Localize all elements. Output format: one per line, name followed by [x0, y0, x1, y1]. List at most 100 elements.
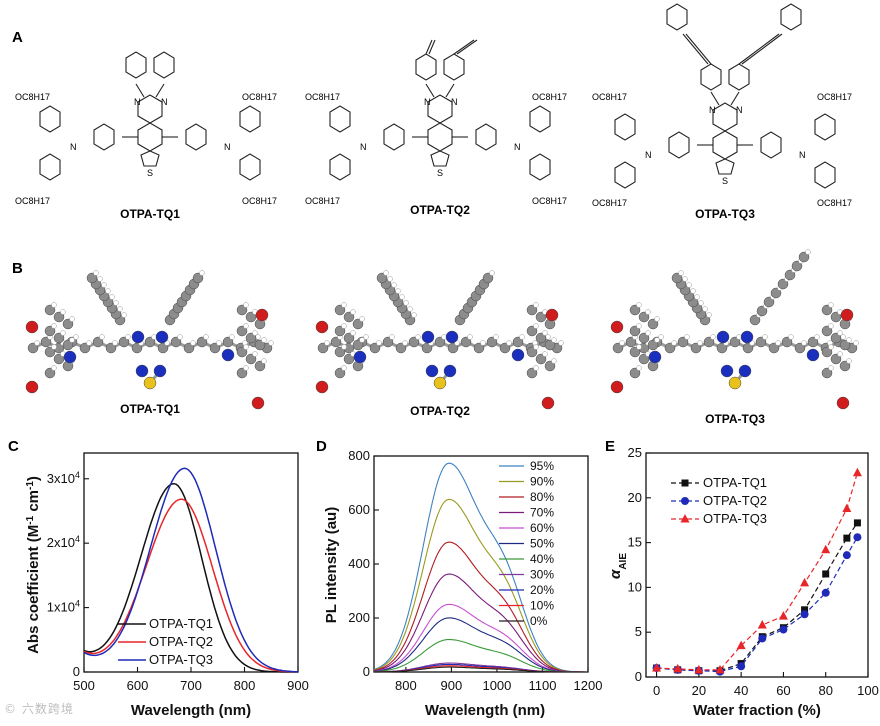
hydrogen-atom [686, 282, 692, 288]
marker-circle [758, 634, 767, 643]
hydrogen-atom [658, 334, 664, 340]
hydrogen-atom [533, 323, 539, 329]
hydrogen-atom [506, 340, 512, 346]
atom-n: N [70, 142, 77, 152]
phenyl-ring [185, 123, 207, 151]
carbon-atom [781, 336, 793, 348]
hydrogen-atom [359, 316, 365, 322]
hydrogen-atom [69, 337, 75, 343]
y-tick-label: 20 [628, 490, 642, 505]
hydrogen-atom [853, 340, 859, 346]
plot-frame [645, 452, 869, 678]
alkoxy-label: OC8H17 [242, 196, 277, 206]
carbon-atom [625, 336, 637, 348]
carbon-atom [798, 251, 810, 263]
panel-a: A N N S N N [12, 3, 852, 221]
structure-otpa-tq3: N N S N N [592, 3, 852, 221]
hydrogen-atom [399, 294, 405, 300]
panel-label-d: D [316, 438, 327, 455]
carbon-atom [369, 342, 381, 354]
x-tick-label: 800 [234, 678, 256, 693]
x-tick-label: 1100 [528, 678, 556, 693]
legend-label: 20% [530, 583, 554, 597]
hydrogen-atom [97, 276, 103, 282]
carbon-atom [44, 367, 56, 379]
carbon-atom [755, 336, 767, 348]
carbon-atom [526, 304, 538, 316]
hydrogen-atom [112, 340, 118, 346]
hydrogen-atom [706, 312, 712, 318]
y-tick-label: 1x104 [47, 599, 80, 615]
hydrogen-atom [51, 302, 57, 308]
hydrogen-atom [109, 294, 115, 300]
hydrogen-atom [60, 309, 66, 315]
alkoxy-label: OC8H17 [592, 92, 627, 102]
hydrogen-atom [801, 340, 807, 346]
carbon-atom [53, 311, 65, 323]
legend-label: OTPA-TQ2 [703, 493, 767, 508]
carbon-atom [183, 342, 195, 354]
hydrogen-atom [411, 312, 417, 318]
carbon-atom [629, 367, 641, 379]
phenyl-ring [93, 123, 115, 151]
marker-triangle [652, 663, 662, 672]
atom-n: N [451, 97, 458, 107]
carbon-atom [499, 342, 511, 354]
marker-triangle [715, 664, 725, 674]
x-tick-label: 0 [653, 683, 660, 698]
hydrogen-atom [99, 334, 105, 340]
atom-s: S [437, 168, 443, 178]
alkoxy-label: OC8H17 [817, 92, 852, 102]
nitrogen-atom [153, 364, 167, 378]
x-tick-label: 1000 [482, 678, 511, 693]
hydrogen-atom [268, 340, 274, 346]
carbon-atom [839, 360, 851, 372]
nitrogen-atom [720, 364, 734, 378]
nitrogen-atom [738, 364, 752, 378]
hydrogen-atom [252, 351, 258, 357]
hydrogen-atom [117, 306, 123, 312]
hydrogen-atom [376, 340, 382, 346]
hydrogen-atom [389, 334, 395, 340]
carbon-atom [749, 314, 761, 326]
nitrogen-atom [63, 350, 77, 364]
structure-otpa-tq1: N N S N N OC8H17 OC8H17 [15, 51, 277, 221]
carbon-atom [209, 342, 221, 354]
marker-square [681, 479, 689, 487]
carbon-atom [647, 318, 659, 330]
sulfur-atom [433, 376, 447, 390]
hydrogen-atom [493, 334, 499, 340]
carbon-atom [192, 272, 204, 284]
x-tick-label: 60 [776, 683, 790, 698]
carbon-atom [768, 342, 780, 354]
alkoxy-label: OC8H17 [242, 92, 277, 102]
hydrogen-atom [261, 358, 267, 364]
carbon-atom [821, 367, 833, 379]
hydrogen-atom [533, 302, 539, 308]
carbon-atom [395, 342, 407, 354]
nitrogen-atom [445, 330, 459, 344]
series-line-0pct [374, 666, 588, 673]
marker-triangle [673, 663, 683, 673]
atom-n: N [134, 97, 141, 107]
hydrogen-atom [324, 340, 330, 346]
carbon-atom [512, 336, 524, 348]
y-tick-label: 0 [635, 669, 642, 684]
oxygen-atom [836, 396, 850, 410]
carbon-atom [62, 318, 74, 330]
carbon-atom [638, 311, 650, 323]
x-tick-label: 1200 [574, 678, 603, 693]
legend-label: 0% [530, 614, 548, 628]
marker-triangle [680, 514, 690, 523]
carbon-atom [729, 336, 741, 348]
carbon-atom [79, 342, 91, 354]
oxygen-atom [545, 308, 559, 322]
atom-n: N [799, 150, 806, 160]
hydrogen-atom [788, 334, 794, 340]
series-line-95pct [373, 462, 588, 673]
y-tick-label: 400 [348, 556, 370, 571]
carbon-atom [839, 339, 851, 351]
carbon-atom [382, 336, 394, 348]
x-axis-label: Water fraction (%) [693, 702, 821, 719]
hydrogen-atom [828, 323, 834, 329]
